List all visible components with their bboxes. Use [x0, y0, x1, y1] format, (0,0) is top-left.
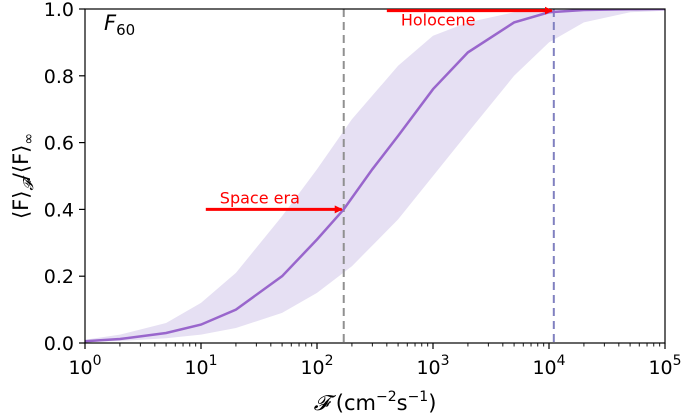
y-axis: 0.0 0.2 0.4 0.6 0.8 1.0 — [44, 0, 85, 355]
x-tick-label: 100 — [68, 353, 101, 379]
y-tick-label: 0.0 — [44, 333, 74, 355]
panel-label: F60 — [104, 11, 135, 39]
series-line — [85, 9, 665, 343]
x-label-exp1: −2 — [376, 389, 397, 405]
x-tick-label: 103 — [416, 353, 449, 379]
holocene-label: Holocene — [401, 11, 476, 30]
x-tick-label: 102 — [300, 353, 333, 379]
x-tick-label: 105 — [648, 353, 681, 379]
y-tick-label: 0.2 — [44, 266, 74, 288]
y-tick-label: 0.4 — [44, 199, 74, 221]
y-tick-label: 1.0 — [44, 0, 74, 21]
x-label-close: ) — [428, 391, 436, 415]
y-label-text: ⟨F⟩ — [9, 191, 33, 219]
y-tick-label: 0.8 — [44, 66, 74, 88]
x-label-exp2: −1 — [408, 389, 429, 405]
plot-frame — [84, 8, 666, 344]
x-label-text: (cm — [329, 391, 376, 415]
panel-label-sub: 60 — [116, 21, 135, 39]
uncertainty-band — [85, 9, 665, 342]
y-axis-label: ⟨F⟩𝓕/⟨F⟩∞ — [9, 133, 37, 219]
x-tick-label: 101 — [184, 353, 217, 379]
panel-label-main: F — [104, 11, 117, 35]
x-label-mid: s — [397, 391, 408, 415]
x-axis-label: 𝓕 (cm−2s−1) — [314, 389, 437, 415]
y-label-mid: /⟨F⟩ — [9, 145, 33, 181]
y-label-sub2: ∞ — [21, 133, 37, 145]
space-era-label: Space era — [220, 188, 300, 207]
x-axis: 100 101 102 103 104 105 — [68, 343, 682, 379]
x-tick-label: 104 — [532, 353, 565, 379]
y-tick-label: 0.6 — [44, 133, 74, 155]
